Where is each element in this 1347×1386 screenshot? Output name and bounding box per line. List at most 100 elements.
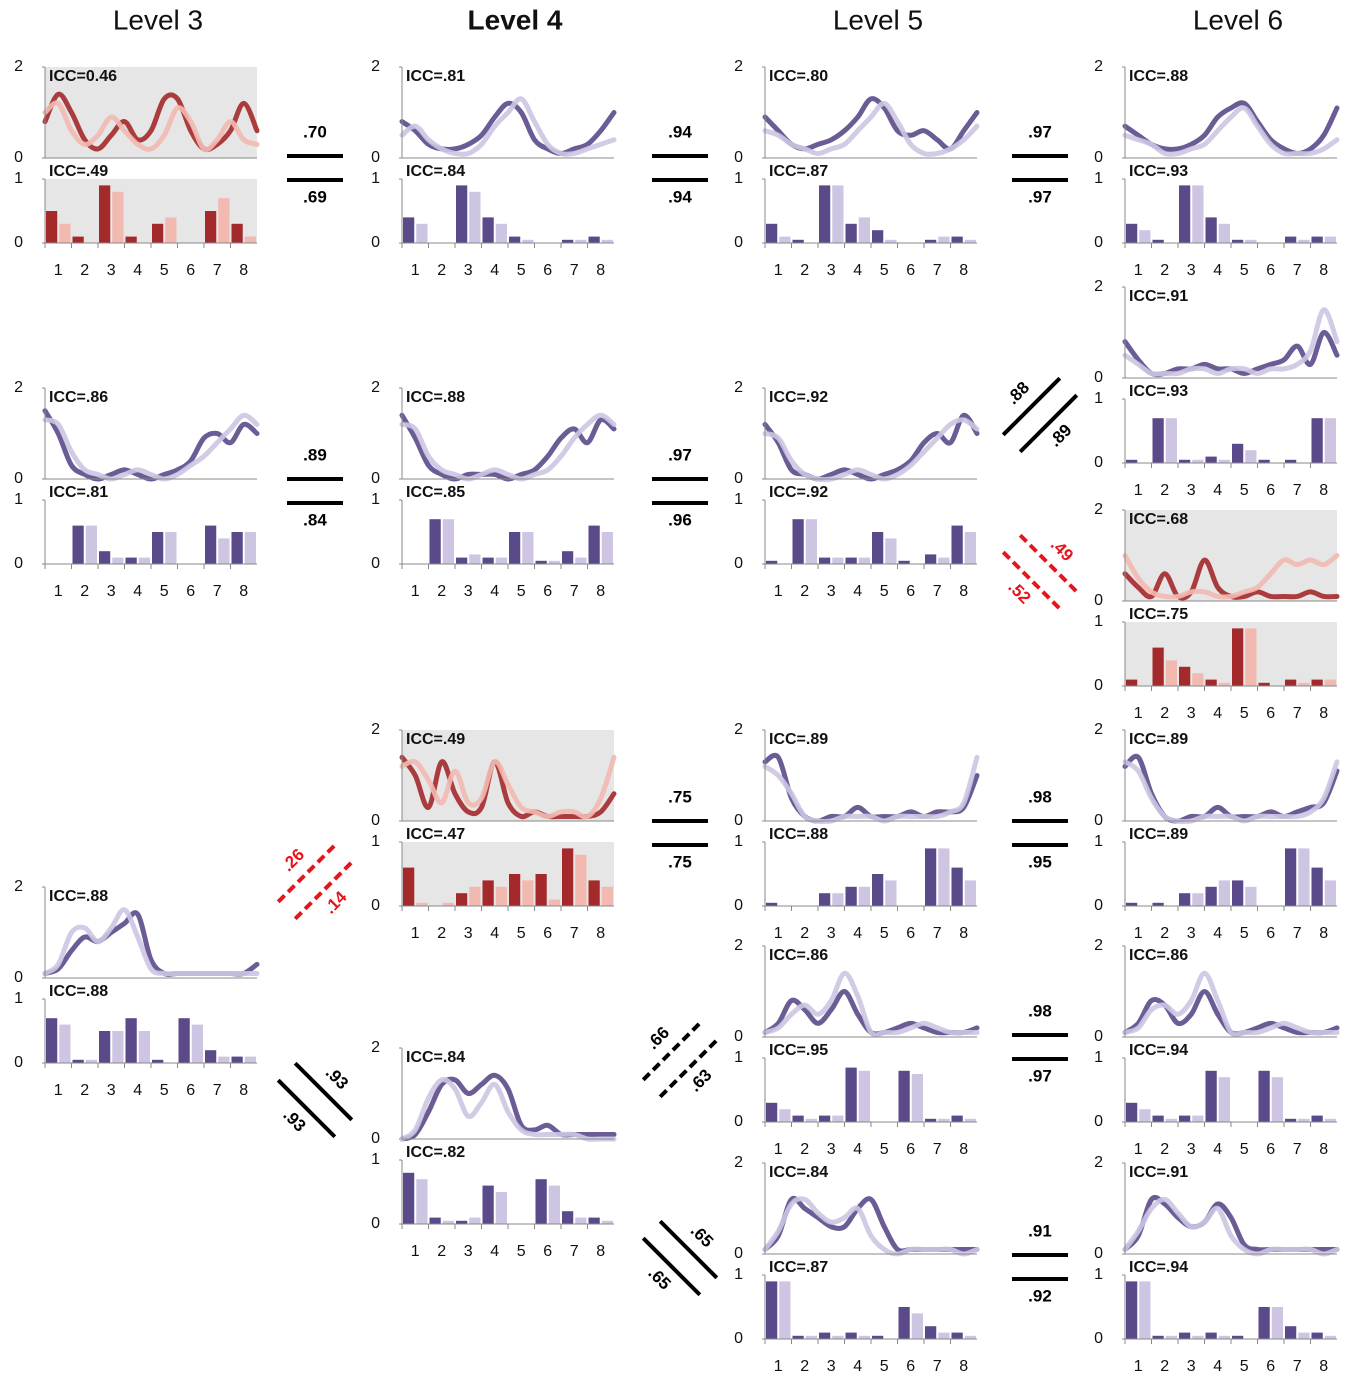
x-tick-label: 3 (464, 925, 473, 942)
bar (205, 525, 217, 564)
bar (925, 848, 937, 906)
bar (805, 1118, 817, 1122)
curve (1122, 307, 1340, 377)
connector-label: .91 (1028, 1221, 1052, 1240)
bar (1232, 443, 1244, 463)
bar (1139, 1281, 1151, 1339)
y-tick-label: 0 (14, 1054, 23, 1071)
connector-label: .94 (668, 122, 692, 141)
connector-label: .69 (303, 187, 327, 206)
x-tick-label: 6 (186, 583, 195, 600)
bar (1324, 679, 1336, 686)
x-tick-label: 4 (490, 925, 499, 942)
x-tick-label: 5 (160, 262, 169, 279)
bar (845, 886, 857, 906)
x-tick-label: 5 (1240, 482, 1249, 499)
x-tick-label: 8 (959, 1358, 968, 1375)
level-title: Level 6 (1193, 4, 1283, 35)
x-tick-label: 7 (213, 583, 222, 600)
x-tick-label: 2 (1160, 1358, 1169, 1375)
bar (522, 239, 534, 243)
y-tick-label: 0 (734, 1113, 743, 1130)
y-tick-label: 2 (1094, 501, 1103, 518)
x-tick-label: 5 (1240, 262, 1249, 279)
bar (1285, 1326, 1297, 1339)
x-tick-label: 2 (800, 1141, 809, 1158)
bar (59, 1024, 71, 1063)
bar (1232, 628, 1244, 686)
bar (152, 223, 164, 243)
bar (858, 1335, 870, 1339)
curve (762, 970, 980, 1038)
y-tick-label: 1 (734, 833, 743, 850)
bar (442, 1220, 454, 1224)
y-tick-label: 0 (371, 1130, 380, 1147)
x-tick-label: 4 (853, 583, 862, 600)
icc-label: ICC=.82 (406, 1144, 465, 1161)
x-tick-label: 6 (543, 262, 552, 279)
bar (858, 557, 870, 564)
bar (1232, 1335, 1244, 1339)
curve (42, 907, 260, 977)
x-tick-label: 3 (827, 925, 836, 942)
bar (562, 1211, 574, 1224)
bar (1192, 893, 1204, 906)
x-tick-label: 7 (1293, 1141, 1302, 1158)
y-tick-label: 0 (734, 470, 743, 487)
x-tick-label: 8 (959, 583, 968, 600)
x-tick-label: 2 (1160, 925, 1169, 942)
y-tick-label: 2 (1094, 1154, 1103, 1171)
y-tick-label: 0 (371, 1215, 380, 1232)
x-tick-label: 8 (959, 925, 968, 942)
x-tick-label: 3 (1187, 262, 1196, 279)
x-tick-label: 3 (1187, 705, 1196, 722)
x-tick-label: 5 (160, 1082, 169, 1099)
x-tick-label: 3 (464, 583, 473, 600)
x-tick-label: 2 (800, 262, 809, 279)
y-tick-label: 0 (371, 470, 380, 487)
bar (152, 1059, 164, 1063)
bar (792, 1115, 804, 1122)
y-tick-label: 0 (734, 1330, 743, 1347)
x-tick-label: 2 (800, 925, 809, 942)
x-tick-label: 7 (933, 1141, 942, 1158)
bar (231, 1056, 243, 1063)
x-tick-label: 1 (774, 1358, 783, 1375)
bar (1245, 628, 1257, 686)
bar (1285, 236, 1297, 243)
connector-label: .97 (1028, 1066, 1052, 1085)
bar (1218, 1335, 1230, 1339)
x-tick-label: 2 (1160, 482, 1169, 499)
x-tick-label: 8 (1319, 1358, 1328, 1375)
x-tick-label: 5 (880, 1358, 889, 1375)
bar (1126, 1281, 1138, 1339)
bar (442, 902, 454, 906)
bar (1285, 459, 1297, 463)
bar (925, 1118, 937, 1122)
bar (522, 532, 534, 564)
x-tick-label: 8 (596, 583, 605, 600)
bar (1152, 239, 1164, 243)
x-tick-label: 4 (1213, 925, 1222, 942)
icc-label: ICC=0.46 (49, 68, 117, 85)
bar (911, 1074, 923, 1122)
bar (509, 532, 521, 564)
x-tick-label: 8 (596, 262, 605, 279)
icc-label: ICC=.91 (1129, 288, 1188, 305)
x-tick-label: 3 (827, 1141, 836, 1158)
curve (42, 408, 260, 482)
y-tick-label: 2 (371, 1039, 380, 1056)
bar (429, 519, 441, 564)
bar (495, 557, 507, 564)
x-tick-label: 4 (1213, 1358, 1222, 1375)
bar (125, 557, 137, 564)
connector-line (293, 860, 354, 921)
connector-label: .89 (1045, 420, 1075, 450)
icc-label: ICC=.75 (1129, 606, 1188, 623)
bar (469, 886, 481, 906)
bar (1192, 1115, 1204, 1122)
x-tick-label: 3 (464, 1243, 473, 1260)
y-tick-label: 2 (1094, 937, 1103, 954)
curve (1122, 988, 1340, 1037)
icc-label: ICC=.89 (769, 731, 828, 748)
